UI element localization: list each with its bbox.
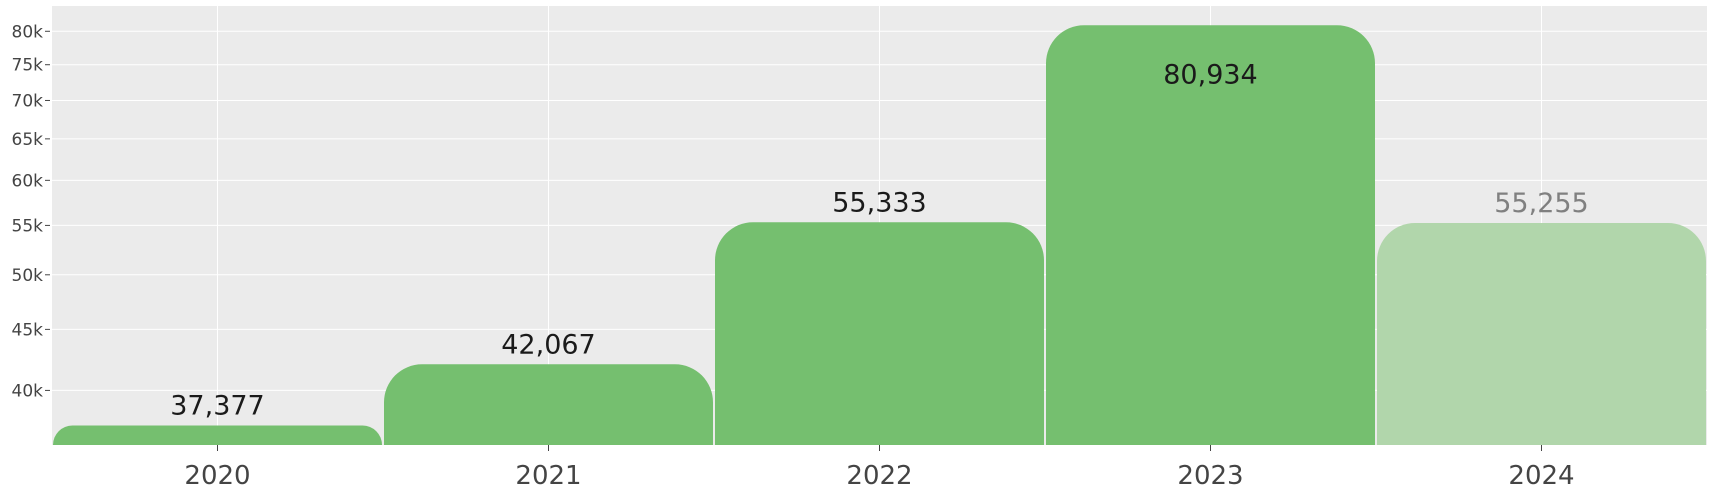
y-tick-label: 40k (12, 381, 44, 401)
data-label: 37,377 (170, 391, 264, 422)
x-tick-label: 2021 (515, 461, 581, 491)
y-tick-label: 50k (12, 266, 44, 286)
data-label: 55,255 (1494, 188, 1588, 219)
data-labels: 37,377 42,067 55,333 80,934 55,255 (170, 59, 1588, 421)
x-tick-label: 2024 (1508, 461, 1574, 491)
data-label: 42,067 (501, 329, 595, 360)
y-axis: 40k 45k 50k 55k 60k 65k 70k 75k 80k (12, 22, 50, 401)
y-tick-label: 55k (12, 216, 44, 236)
y-tick-label: 75k (12, 56, 44, 76)
y-tick-label: 70k (12, 91, 44, 111)
y-tick-label: 45k (12, 320, 44, 340)
y-tick-label: 60k (12, 171, 44, 191)
x-tick-label: 2023 (1177, 461, 1243, 491)
bar-2024 (1377, 223, 1706, 445)
bar-2021 (384, 364, 713, 445)
bar-2020 (53, 425, 382, 445)
x-tick-label: 2020 (184, 461, 250, 491)
bar-2023 (1046, 25, 1375, 445)
bars (53, 25, 1706, 445)
data-label: 80,934 (1163, 59, 1257, 90)
x-axis: 2020 2021 2022 2023 2024 (184, 445, 1575, 491)
data-label: 55,333 (832, 187, 926, 218)
y-tick-label: 80k (12, 22, 44, 42)
x-tick-label: 2022 (846, 461, 912, 491)
y-tick-label: 65k (12, 130, 44, 150)
bar-2022 (715, 222, 1044, 445)
